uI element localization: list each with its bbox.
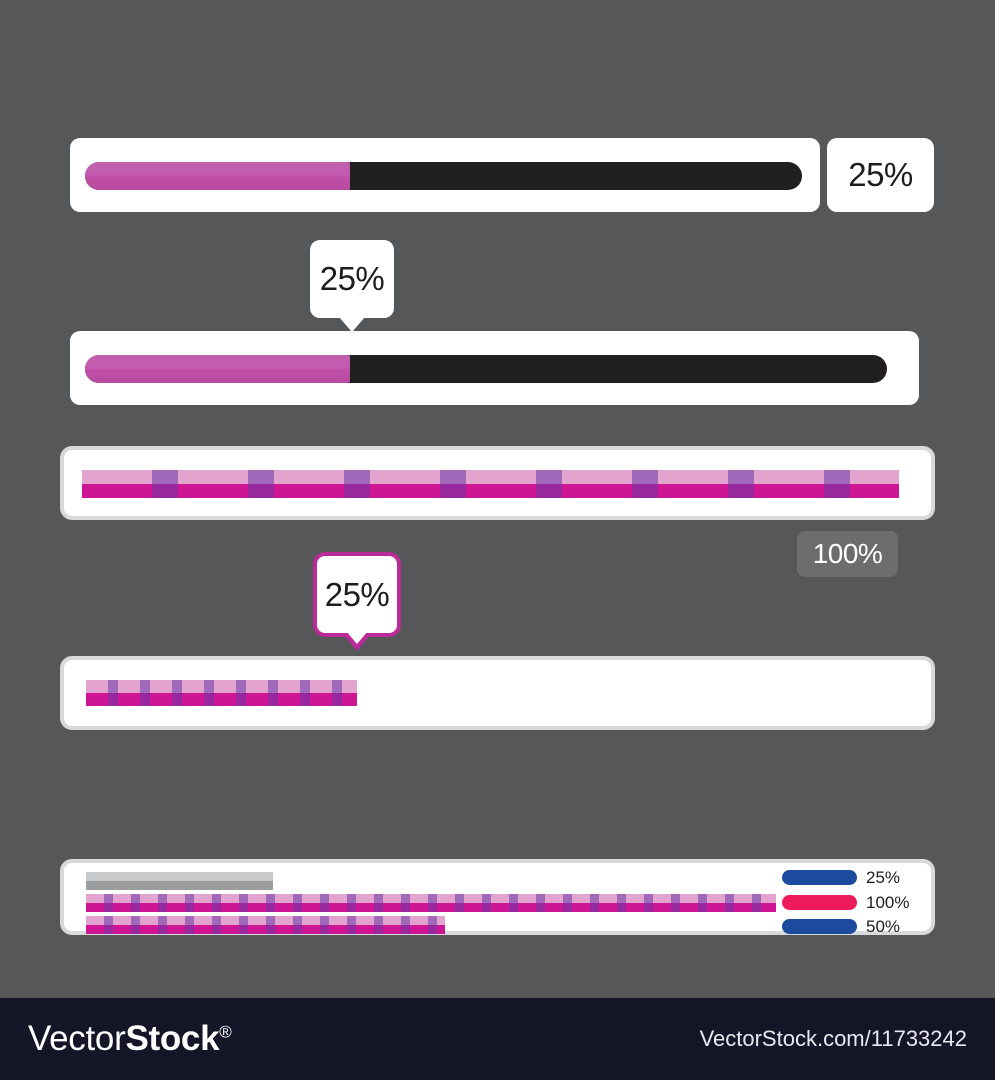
multibar-stripes-2 — [86, 894, 776, 912]
legend-item[interactable]: 25% — [782, 869, 922, 886]
multibar-band-top-1 — [86, 872, 273, 881]
legend-swatch-icon — [782, 870, 857, 885]
multibar-track-1[interactable] — [86, 872, 273, 890]
multibar-track-2[interactable] — [86, 894, 776, 912]
multibar-legend: 25% 100% 50% — [782, 869, 922, 935]
progress-tooltip-label-4: 25% — [324, 575, 390, 613]
progress-fill-1 — [85, 162, 351, 190]
vectorstock-logo: VectorStock® — [28, 1019, 232, 1059]
tooltip-pointer-icon — [339, 317, 365, 332]
progress-track-4[interactable] — [86, 680, 357, 706]
legend-item[interactable]: 50% — [782, 918, 922, 935]
progress-tooltip-4: 25% — [313, 552, 401, 651]
footer-url: VectorStock.com/11733242 — [699, 1026, 967, 1051]
multibar-band-bottom-1 — [86, 881, 273, 890]
legend-label: 50% — [866, 917, 901, 936]
progress-stripes-4 — [86, 680, 357, 706]
progress-track-2[interactable] — [85, 355, 887, 383]
tooltip-pointer-inner-icon — [346, 631, 368, 644]
progress-value-chip-3: 100% — [797, 531, 898, 577]
progress-tooltip-label-2: 25% — [319, 260, 385, 297]
progress-fill-2 — [85, 355, 350, 383]
legend-swatch-icon — [782, 919, 857, 934]
multibar-track-3[interactable] — [86, 916, 445, 934]
progress-track-3[interactable] — [82, 470, 899, 498]
progress-value-label-3: 100% — [812, 538, 883, 569]
progress-value-label-1: 25% — [848, 156, 913, 193]
legend-swatch-icon — [782, 894, 857, 910]
progressbar-card-1 — [70, 138, 820, 212]
legend-item[interactable]: 100% — [782, 894, 922, 911]
progressbar-card-2 — [70, 331, 919, 405]
legend-label: 25% — [866, 868, 901, 887]
progress-track-1[interactable] — [85, 162, 802, 190]
multibar-stripes-3 — [86, 916, 445, 934]
progress-value-card-1: 25% — [827, 138, 934, 212]
footer-watermark: VectorStock® VectorStock.com/11733242 — [0, 998, 995, 1080]
multibar-panel: 25% 100% 50% — [60, 859, 935, 935]
progress-tooltip-2: 25% — [310, 240, 394, 332]
logo-text-thin: Vector — [28, 1019, 126, 1058]
legend-label: 100% — [866, 892, 910, 912]
logo-text-bold: Stock — [125, 1019, 220, 1058]
progress-stripes-3 — [82, 470, 899, 498]
progressbar-card-3 — [60, 446, 935, 520]
progressbar-card-4 — [60, 656, 935, 730]
registered-mark-icon: ® — [219, 1022, 232, 1042]
